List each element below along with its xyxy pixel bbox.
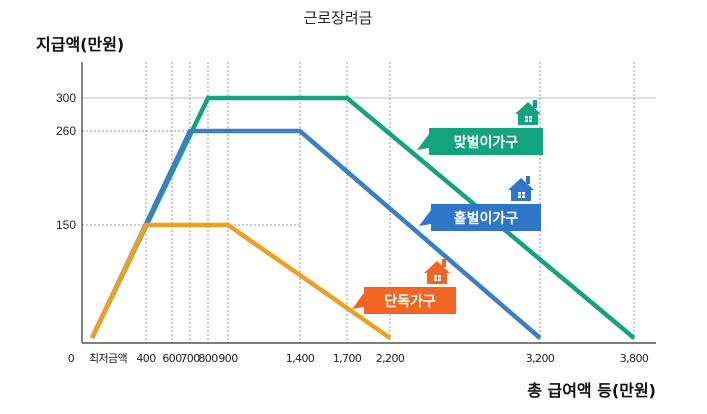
x-tick-label: 800 (198, 352, 218, 365)
x-tick-label: 3,800 (620, 352, 649, 365)
x-tick-label: 600 (162, 352, 182, 365)
x-tick-label: 900 (218, 352, 238, 365)
y-axis-title: 지급액(만원) (36, 35, 124, 54)
series-line (89, 128, 542, 340)
x-tick-label: 1,400 (286, 352, 315, 365)
legend-label: 홑벌이가구 (454, 210, 519, 227)
x-tick-label: 1,700 (333, 352, 362, 365)
house-icon (508, 176, 534, 201)
legend-item: 홑벌이가구 (419, 176, 541, 231)
y-tick-label: 300 (56, 91, 76, 105)
series-line (89, 222, 392, 340)
x-tick-label: 3,200 (526, 352, 555, 365)
x-axis-title: 총 급여액 등(만원) (527, 381, 656, 400)
legend-box (431, 204, 541, 231)
chart-title: 근로장려금 (303, 9, 372, 27)
x-tick-label: 0 (68, 352, 75, 365)
grid (82, 62, 656, 343)
house-icon (424, 259, 450, 284)
legend-item: 맞벌이가구 (417, 100, 543, 155)
x-tick-label: 최저금액 (89, 352, 127, 365)
legend-pointer (417, 134, 429, 150)
y-tick-label: 150 (56, 218, 76, 232)
house-icon (515, 100, 541, 125)
legend-box (364, 287, 456, 314)
y-tick-label: 260 (56, 124, 76, 138)
legend-label: 단독가구 (384, 293, 436, 310)
legend-box (429, 128, 543, 155)
legend-pointer (352, 293, 364, 309)
x-tick-label: 400 (136, 352, 156, 365)
x-tick-label: 700 (180, 352, 200, 365)
legend-item: 단독가구 (352, 259, 456, 314)
legend-label: 맞벌이가구 (454, 134, 519, 151)
legend-pointer (419, 210, 431, 226)
x-tick-label: 2,200 (376, 352, 405, 365)
